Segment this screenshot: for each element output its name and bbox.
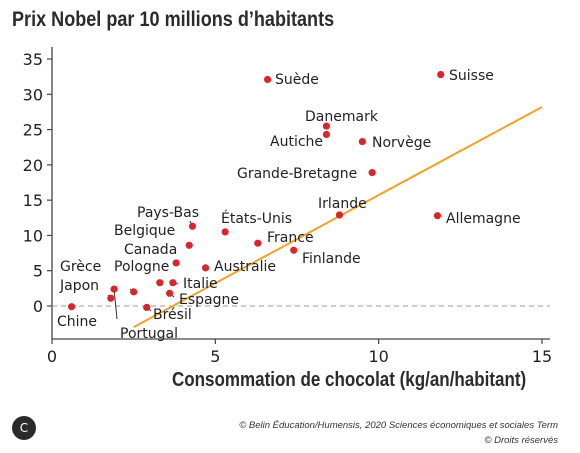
- leader-line: [113, 289, 118, 320]
- point-label-finlande: Finlande: [302, 251, 361, 267]
- point-autiche: [322, 130, 330, 139]
- point-allemagne: [433, 212, 442, 220]
- x-axis-label: Consommation de chocolat (kg/an/habitant…: [172, 369, 527, 391]
- point-pologne: [156, 279, 164, 287]
- point-label-portugal: Portugal: [120, 326, 178, 342]
- point-label-etats-unis: États-Unis: [221, 210, 292, 227]
- point-label-canada: Canada: [124, 242, 177, 258]
- y-tick-label: 35: [23, 50, 43, 69]
- point-belgique: [185, 241, 193, 249]
- x-tick-label: 15: [532, 347, 552, 366]
- copyright-credit: © Belin Éducation/Humensis, 2020 Science…: [239, 420, 558, 431]
- point-portugal: [110, 285, 118, 293]
- point-japon: [107, 294, 115, 302]
- x-tick-label: 10: [368, 347, 388, 366]
- x-tick-label: 5: [210, 347, 220, 366]
- y-tick-label: 30: [23, 85, 43, 104]
- point-label-australie: Australie: [214, 259, 276, 275]
- point-label-grece: Grèce: [60, 259, 101, 275]
- point-suede: [264, 75, 272, 84]
- point-suisse: [437, 70, 445, 79]
- y-tick-label: 0: [33, 297, 43, 316]
- point-label-chine: Chine: [57, 314, 97, 330]
- point-canada: [172, 259, 180, 267]
- point-label-espagne: Espagne: [179, 292, 239, 308]
- point-chine: [68, 303, 76, 311]
- y-tick-label: 10: [23, 226, 43, 245]
- point-grece: [130, 288, 138, 296]
- point-label-irlande: Irlande: [318, 196, 367, 212]
- chart-title: Prix Nobel par 10 millions d’habitants: [12, 8, 335, 31]
- rights-credit: © Droits réservés: [484, 435, 558, 446]
- point-label-belgique: Belgique: [114, 223, 175, 239]
- point-norvege: [358, 137, 366, 146]
- point-label-pays-bas: Pays-Bas: [137, 205, 199, 221]
- point-finlande: [290, 246, 298, 254]
- point-label-autiche: Autiche: [270, 134, 323, 150]
- point-label-suede: Suède: [275, 72, 319, 88]
- point-label-grande-bretagne: Grande-Bretagne: [237, 166, 357, 182]
- y-tick-label: 15: [23, 191, 43, 210]
- point-label-japon: Japon: [59, 278, 99, 294]
- point-italie: [169, 279, 177, 287]
- point-label-allemagne: Allemagne: [446, 211, 521, 227]
- point-pays-bas: [188, 222, 197, 230]
- point-france: [254, 239, 262, 247]
- point-bresil: [143, 303, 151, 312]
- point-label-pologne: Pologne: [114, 259, 169, 275]
- point-espagne: [166, 289, 174, 297]
- point-danemark: [322, 122, 330, 130]
- point-label-italie: Italie: [183, 276, 218, 292]
- point-grande-bretagne: [368, 169, 376, 177]
- x-tick-label: 0: [47, 347, 57, 366]
- point-australie: [201, 264, 210, 272]
- y-tick-label: 25: [23, 121, 43, 140]
- y-tick-label: 5: [33, 262, 43, 281]
- point-label-danemark: Danemark: [305, 109, 379, 125]
- y-tick-label: 20: [23, 156, 43, 175]
- point-label-norvege: Norvège: [372, 135, 431, 151]
- point-label-france: France: [267, 230, 314, 246]
- point-irlande: [335, 211, 344, 219]
- point-label-suisse: Suisse: [449, 68, 494, 84]
- point-label-bresil: Brésil: [153, 307, 192, 323]
- point-etats-unis: [221, 228, 229, 236]
- figure-badge: C: [12, 416, 36, 440]
